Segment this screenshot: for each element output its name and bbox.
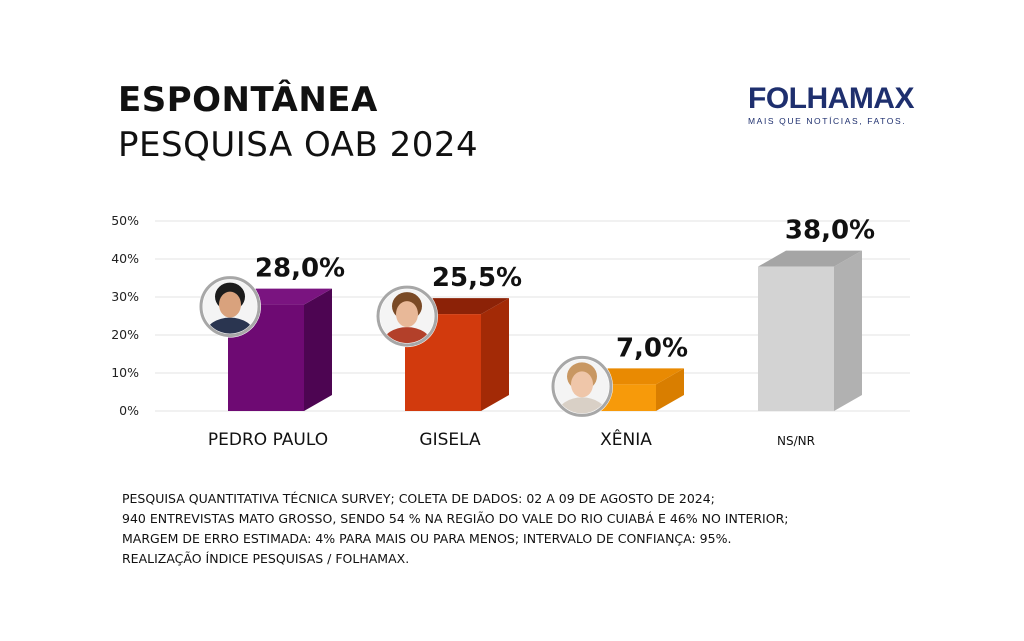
data-label: 38,0%	[785, 216, 875, 246]
footnote-line: REALIZAÇÃO ÍNDICE PESQUISAS / FOLHAMAX.	[122, 551, 410, 566]
portrait-shoulders	[206, 317, 254, 334]
bar-top	[758, 250, 862, 267]
photo-border	[551, 355, 613, 417]
bar-side	[656, 368, 684, 411]
x-category-label: PEDRO PAULO	[208, 430, 328, 450]
portrait-shoulders	[383, 327, 431, 344]
y-tick-label: 10%	[111, 365, 139, 380]
x-category-label: NS/NR	[777, 434, 815, 448]
chart-title: ESPONTÂNEA	[118, 80, 378, 120]
footnote-line: 940 ENTREVISTAS MATO GROSSO, SENDO 54 % …	[122, 511, 789, 526]
data-label: 7,0%	[616, 333, 688, 363]
chart-subtitle: PESQUISA OAB 2024	[118, 125, 479, 165]
y-tick-label: 50%	[111, 213, 139, 228]
candidate-photo	[376, 285, 438, 348]
photo-border	[376, 285, 438, 347]
labels: 28,0% PEDRO PAULO 25,5% GISELA 7,0% XÊNIA 38,0…	[199, 216, 875, 450]
portrait-shoulders	[558, 397, 606, 414]
x-category-label: XÊNIA	[600, 428, 652, 450]
portrait-icon	[203, 279, 257, 334]
data-label: 25,5%	[432, 263, 522, 293]
y-tick-label: 20%	[111, 327, 139, 342]
folhamax-logo: FOLHAMAX MAIS QUE NOTÍCIAS, FATOS.	[748, 82, 914, 127]
footnote-line: PESQUISA QUANTITATIVA TÉCNICA SURVEY; CO…	[122, 491, 715, 506]
portrait-icon	[555, 359, 609, 414]
data-label: 28,0%	[255, 254, 345, 284]
candidate-photo	[199, 275, 261, 338]
logo-wordmark: FOLHAMAX	[748, 82, 914, 115]
portrait-face	[396, 301, 418, 328]
portrait-icon	[380, 289, 434, 344]
candidate-photo	[551, 355, 613, 418]
bar-side	[481, 298, 509, 411]
logo-tagline: MAIS QUE NOTÍCIAS, FATOS.	[748, 116, 907, 126]
portrait-face	[571, 371, 593, 398]
y-tick-label: 40%	[111, 251, 139, 266]
y-tick-label: 0%	[119, 403, 139, 418]
methodology-note: PESQUISA QUANTITATIVA TÉCNICA SURVEY; CO…	[122, 489, 788, 569]
bar-side	[304, 288, 332, 411]
bar-side	[834, 250, 862, 411]
y-tick-label: 30%	[111, 289, 139, 304]
photo-border	[199, 276, 261, 338]
bar-chart: 0% 10% 20% 30% 40% 50% 28,0% PEDRO PAULO 25,5% G…	[111, 213, 910, 450]
portrait-face	[219, 291, 241, 318]
bar-4	[758, 250, 862, 411]
bar-front	[758, 266, 834, 411]
footnote-line: MARGEM DE ERRO ESTIMADA: 4% PARA MAIS OU…	[122, 531, 732, 546]
y-axis: 0% 10% 20% 30% 40% 50%	[111, 213, 139, 418]
x-category-label: GISELA	[419, 430, 481, 450]
